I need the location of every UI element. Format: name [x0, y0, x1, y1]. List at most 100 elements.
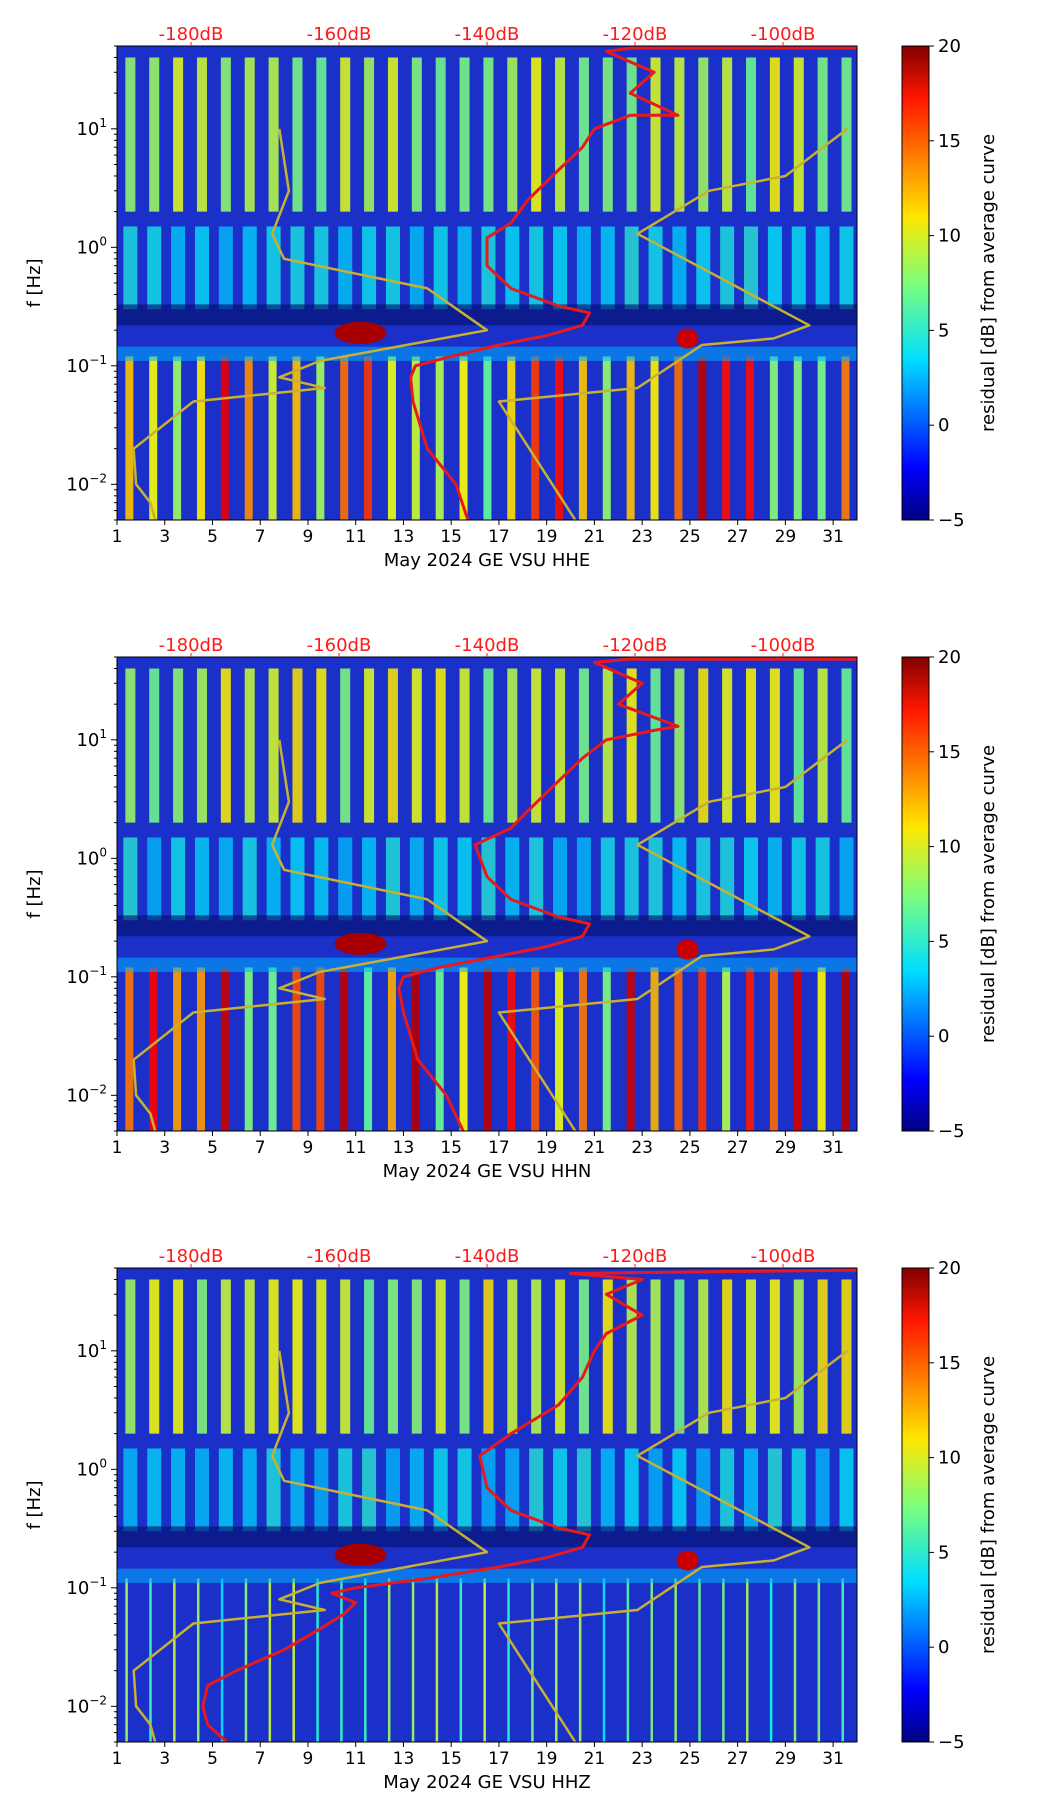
colorbar-tick-label: 15	[938, 742, 961, 763]
x-tick-label: 9	[303, 527, 314, 547]
colorbar-tick-label: 10	[938, 1448, 961, 1469]
top-db-ticks: -180dB -160dB -140dB -120dB -100dB	[159, 24, 816, 45]
x-tick-label: 25	[679, 1138, 701, 1158]
colorbar-tick-label: −5	[938, 1121, 965, 1142]
y-axis-ticks: 10−2 10−1 100 101	[66, 116, 107, 496]
y-tick-exp: −2	[89, 1082, 107, 1096]
y-tick-label: 100	[76, 1456, 107, 1480]
y-tick-exp: 1	[99, 727, 107, 741]
x-tick-label: 9	[303, 1749, 314, 1769]
colorbar-gradient	[901, 45, 930, 521]
colorbar-label: residual [dB] from average curve	[978, 745, 999, 1043]
y-tick-label: 100	[76, 234, 107, 258]
y-tick-label: 10−1	[66, 964, 107, 988]
db-label: -120dB	[603, 24, 668, 45]
colorbar-tick-label: 10	[938, 837, 961, 858]
x-tick-label: 17	[488, 1138, 510, 1158]
x-tick-label: 17	[488, 1749, 510, 1769]
db-label: -100dB	[751, 24, 816, 45]
db-label: -140dB	[455, 1246, 520, 1267]
x-tick-label: 5	[207, 1138, 218, 1158]
x-axis-ticks: 1 3 5 7 9 11 13 15 17 19 21 23 25 27 29 …	[112, 527, 844, 547]
y-tick-exp: −2	[89, 1693, 107, 1707]
y-axis-label: f [Hz]	[24, 258, 45, 307]
colorbar-tick-label: 0	[938, 1637, 949, 1658]
median-psd-line	[397, 657, 857, 1131]
x-tick-label: 23	[631, 527, 653, 547]
db-label: -140dB	[455, 24, 520, 45]
y-tick-exp: 1	[99, 116, 107, 130]
x-tick-label: 3	[159, 1749, 170, 1769]
colorbar-tick-label: −5	[938, 510, 965, 531]
median-psd-line	[409, 46, 857, 520]
colorbar-tick-label: 0	[938, 415, 949, 436]
colorbar-tick-label: 5	[938, 320, 949, 341]
colorbar: 20 15 10 5 0 −5 residual [dB] from avera…	[901, 36, 999, 531]
y-axis-label: f [Hz]	[24, 869, 45, 918]
y-tick-label: 101	[76, 116, 107, 140]
x-tick-label: 7	[255, 1138, 266, 1158]
x-tick-label: 13	[393, 1749, 415, 1769]
y-tick-base: 10	[66, 1696, 89, 1717]
y-tick-base: 10	[76, 1341, 99, 1362]
x-tick-label: 1	[112, 1138, 123, 1158]
x-tick-label: 15	[440, 1749, 462, 1769]
y-tick-label: 10−1	[66, 1575, 107, 1599]
x-tick-label: 29	[775, 1749, 797, 1769]
db-label: -160dB	[307, 24, 372, 45]
spectrogram-plot-area	[111, 1264, 858, 1747]
colorbar-label: residual [dB] from average curve	[978, 1356, 999, 1654]
colorbar-tick-label: 10	[938, 226, 961, 247]
y-tick-label: 10−2	[66, 1693, 107, 1717]
y-tick-exp: 0	[99, 234, 107, 248]
y-tick-exp: 0	[99, 845, 107, 859]
noise-model-line	[497, 127, 849, 520]
x-tick-label: 21	[584, 1138, 606, 1158]
x-tick-label: 29	[775, 1138, 797, 1158]
x-tick-label: 13	[393, 527, 415, 547]
x-tick-label: 9	[303, 1138, 314, 1158]
y-tick-base: 10	[66, 356, 89, 377]
noise-model-line	[497, 738, 849, 1131]
colorbar-tick-label: 5	[938, 1542, 949, 1563]
y-tick-label: 10−2	[66, 1082, 107, 1106]
x-axis-label: May 2024 GE VSU HHN	[383, 1161, 592, 1182]
y-tick-exp: −2	[89, 471, 107, 485]
db-label: -160dB	[307, 1246, 372, 1267]
y-tick-label: 100	[76, 845, 107, 869]
x-tick-label: 29	[775, 527, 797, 547]
x-tick-label: 25	[679, 527, 701, 547]
x-tick-label: 31	[822, 527, 844, 547]
colorbar-tick-label: 20	[938, 1258, 961, 1279]
spectrogram-image	[117, 46, 857, 520]
db-label: -120dB	[603, 635, 668, 656]
x-axis-ticks: 1 3 5 7 9 11 13 15 17 19 21 23 25 27 29 …	[112, 1138, 844, 1158]
x-tick-label: 23	[631, 1749, 653, 1769]
x-tick-label: 3	[159, 527, 170, 547]
y-axis-label: f [Hz]	[24, 1480, 45, 1529]
noise-model-line	[132, 1350, 489, 1742]
x-tick-label: 11	[345, 527, 367, 547]
panel-hhn: -180dB -160dB -140dB -120dB -100dB 1 3 5…	[24, 635, 999, 1182]
db-label: -180dB	[159, 24, 224, 45]
x-tick-label: 21	[584, 1749, 606, 1769]
spectrogram-image	[117, 1268, 857, 1742]
x-tick-label: 31	[822, 1749, 844, 1769]
x-tick-label: 25	[679, 1749, 701, 1769]
colorbar-label: residual [dB] from average curve	[978, 134, 999, 432]
x-tick-label: 7	[255, 527, 266, 547]
y-axis-ticks: 10−2 10−1 100 101	[66, 727, 107, 1107]
db-label: -100dB	[751, 1246, 816, 1267]
colorbar: 20 15 10 5 0 −5 residual [dB] from avera…	[901, 647, 999, 1142]
noise-model-line	[132, 128, 489, 520]
y-tick-base: 10	[76, 730, 99, 751]
y-tick-base: 10	[66, 474, 89, 495]
y-tick-base: 10	[66, 1578, 89, 1599]
x-tick-label: 5	[207, 527, 218, 547]
x-tick-label: 11	[345, 1749, 367, 1769]
colorbar-tick-label: 5	[938, 931, 949, 952]
colorbar-tick-label: 0	[938, 1026, 949, 1047]
x-tick-label: 23	[631, 1138, 653, 1158]
y-tick-label: 101	[76, 727, 107, 751]
y-tick-exp: −1	[89, 353, 107, 367]
